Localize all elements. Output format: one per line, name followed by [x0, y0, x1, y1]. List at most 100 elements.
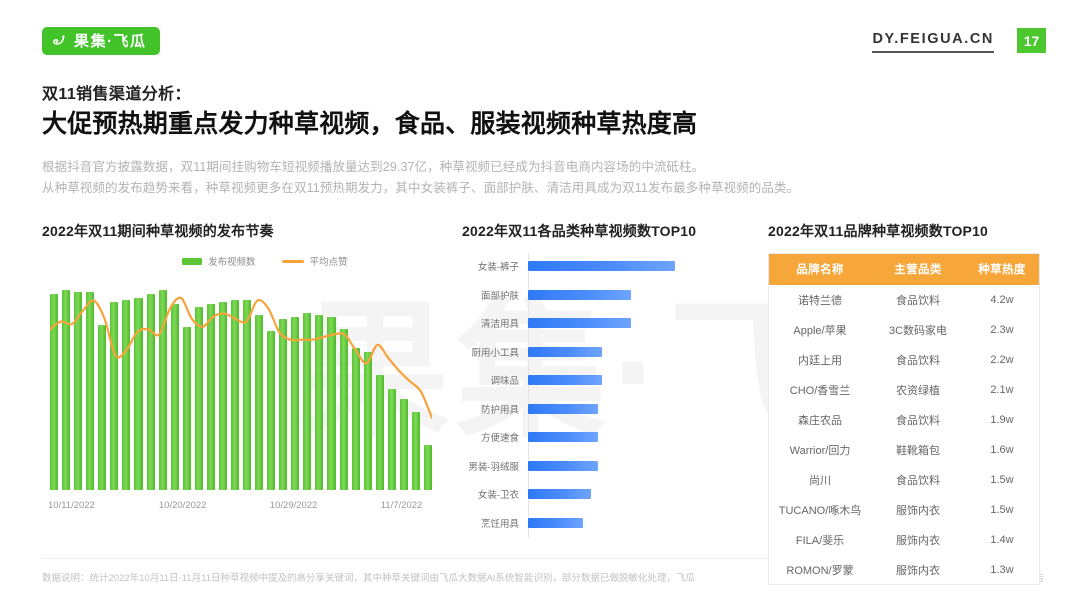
category-label: 男装-羽绒服 — [462, 459, 528, 473]
table-cell: 1.3w — [964, 555, 1040, 585]
table-row: 尚川食品饮料1.5w — [768, 465, 1040, 495]
category-label: 方便速食 — [462, 430, 528, 444]
table-cell: 食品饮料 — [872, 405, 964, 435]
category-bar — [528, 518, 583, 528]
category-bar-track — [528, 339, 762, 365]
bar-5 — [110, 302, 118, 490]
brand-table: 品牌名称主营品类种草热度 诺特兰德食品饮料4.2wApple/苹果3C数码家电2… — [768, 253, 1040, 585]
table-cell: 2.2w — [964, 345, 1040, 375]
category-bar-track — [528, 396, 762, 422]
table-cell: ROMON/罗蒙 — [768, 555, 872, 585]
category-bar-track — [528, 510, 762, 536]
category-row: 厨用小工具 — [462, 339, 762, 365]
legend-item-line: 平均点赞 — [282, 254, 348, 268]
bar-0 — [50, 294, 58, 490]
brand-url: DY.FEIGUA.CN — [872, 31, 994, 53]
chart-legend: 发布视频数 平均点赞 — [182, 254, 348, 268]
chart-title-category-top10: 2022年双11各品类种草视频数TOP10 — [462, 221, 696, 241]
slide: 果集·飞瓜 果集·飞瓜 DY.FEIGUA.CN 17 双11销售渠道分析： 大… — [0, 0, 1080, 608]
category-bar-track — [528, 367, 762, 393]
x-tick-1: 10/20/2022 — [159, 500, 207, 511]
category-bar-track — [528, 424, 762, 450]
brand-table-head: 品牌名称主营品类种草热度 — [768, 253, 1040, 285]
bar-14 — [219, 302, 227, 490]
bar-21 — [303, 313, 311, 490]
x-tick-0: 10/11/2022 — [48, 500, 95, 511]
table-cell: 鞋靴箱包 — [872, 435, 964, 465]
lede-paragraph: 根据抖音官方披露数据，双11期间挂购物车短视频播放量达到29.37亿，种草视频已… — [42, 157, 799, 199]
bar-19 — [279, 319, 287, 490]
table-cell: 森庄农品 — [768, 405, 872, 435]
table-cell: 食品饮料 — [872, 345, 964, 375]
bar-2 — [74, 292, 82, 490]
table-cell: 农资绿植 — [872, 375, 964, 405]
category-bar — [528, 261, 675, 271]
legend-swatch-bar-icon — [182, 258, 202, 265]
table-row: FILA/斐乐服饰内衣1.4w — [768, 525, 1040, 555]
section-kicker: 双11销售渠道分析： — [42, 80, 191, 104]
category-bar — [528, 318, 631, 328]
table-cell: 1.9w — [964, 405, 1040, 435]
table-row: 诺特兰德食品饮料4.2w — [768, 285, 1040, 315]
category-row: 男装-羽绒服 — [462, 453, 762, 479]
category-row: 女装-卫衣 — [462, 481, 762, 507]
category-label: 女装-裤子 — [462, 259, 528, 273]
bar-20 — [291, 317, 299, 490]
table-cell: 食品饮料 — [872, 285, 964, 315]
category-bar-track — [528, 481, 762, 507]
table-row: Apple/苹果3C数码家电2.3w — [768, 315, 1040, 345]
category-row: 烹饪用具 — [462, 510, 762, 536]
table-header-row: 品牌名称主营品类种草热度 — [768, 253, 1040, 285]
table-cell: TUCANO/啄木鸟 — [768, 495, 872, 525]
bar-31 — [424, 445, 432, 490]
bar-16 — [243, 300, 251, 490]
category-bar — [528, 375, 602, 385]
table-cell: 食品饮料 — [872, 465, 964, 495]
category-bar — [528, 347, 602, 357]
table-cell: 诺特兰德 — [768, 285, 872, 315]
table-row: CHO/香雪兰农资绿植2.1w — [768, 375, 1040, 405]
slide-header: 果集·飞瓜 DY.FEIGUA.CN 17 — [0, 0, 1080, 72]
category-label: 防护用具 — [462, 402, 528, 416]
bar-25 — [352, 348, 360, 490]
table-cell: 3C数码家电 — [872, 315, 964, 345]
category-bar — [528, 404, 598, 414]
category-row: 女装-裤子 — [462, 253, 762, 279]
category-row: 清洁用具 — [462, 310, 762, 336]
bar-9 — [159, 290, 167, 490]
table-cell: 尚川 — [768, 465, 872, 495]
table-cell: 1.5w — [964, 495, 1040, 525]
bar-8 — [147, 294, 155, 490]
table-cell: 内廷上用 — [768, 345, 872, 375]
bar-10 — [171, 304, 179, 490]
brand-logo: 果集·飞瓜 — [42, 27, 160, 55]
footer-note: 数据说明：统计2022年10月11日-11月11日种草视频中提及的高分享关键词，… — [42, 570, 695, 584]
category-label: 调味品 — [462, 373, 528, 387]
table-row: Warrior/回力鞋靴箱包1.6w — [768, 435, 1040, 465]
category-label: 女装-卫衣 — [462, 487, 528, 501]
bar-4 — [98, 325, 106, 490]
x-axis-tick-labels: 10/11/202210/20/202210/29/202211/7/2022 — [42, 500, 442, 518]
bar-29 — [400, 399, 408, 490]
lede-line-2: 从种草视频的发布趋势来看，种草视频更多在双11预热期发力，其中女装裤子、面部护肤… — [42, 178, 799, 199]
bar-23 — [327, 317, 335, 490]
table-column-header: 种草热度 — [964, 253, 1040, 285]
chart-category-top10: 女装-裤子面部护肤清洁用具厨用小工具调味品防护用具方便速食男装-羽绒服女装-卫衣… — [462, 253, 762, 538]
table-row: 森庄农品食品饮料1.9w — [768, 405, 1040, 435]
category-row: 防护用具 — [462, 396, 762, 422]
chart-publish-rhythm: 发布视频数 平均点赞 10/11/2022 10/20/2022 10/29/202… — [42, 248, 442, 536]
category-bar-track — [528, 310, 762, 336]
category-label: 烹饪用具 — [462, 516, 528, 530]
category-row: 调味品 — [462, 367, 762, 393]
category-label: 清洁用具 — [462, 316, 528, 330]
bar-22 — [315, 315, 323, 490]
table-cell: 1.6w — [964, 435, 1040, 465]
table-column-header: 品牌名称 — [768, 253, 872, 285]
category-bar — [528, 432, 598, 442]
bar-28 — [388, 389, 396, 490]
x-tick-2: 10/29/2022 — [270, 500, 318, 511]
bar-3 — [86, 292, 94, 490]
page-title: 大促预热期重点发力种草视频，食品、服装视频种草热度高 — [42, 104, 697, 140]
bar-24 — [340, 329, 348, 490]
category-label: 厨用小工具 — [462, 345, 528, 359]
